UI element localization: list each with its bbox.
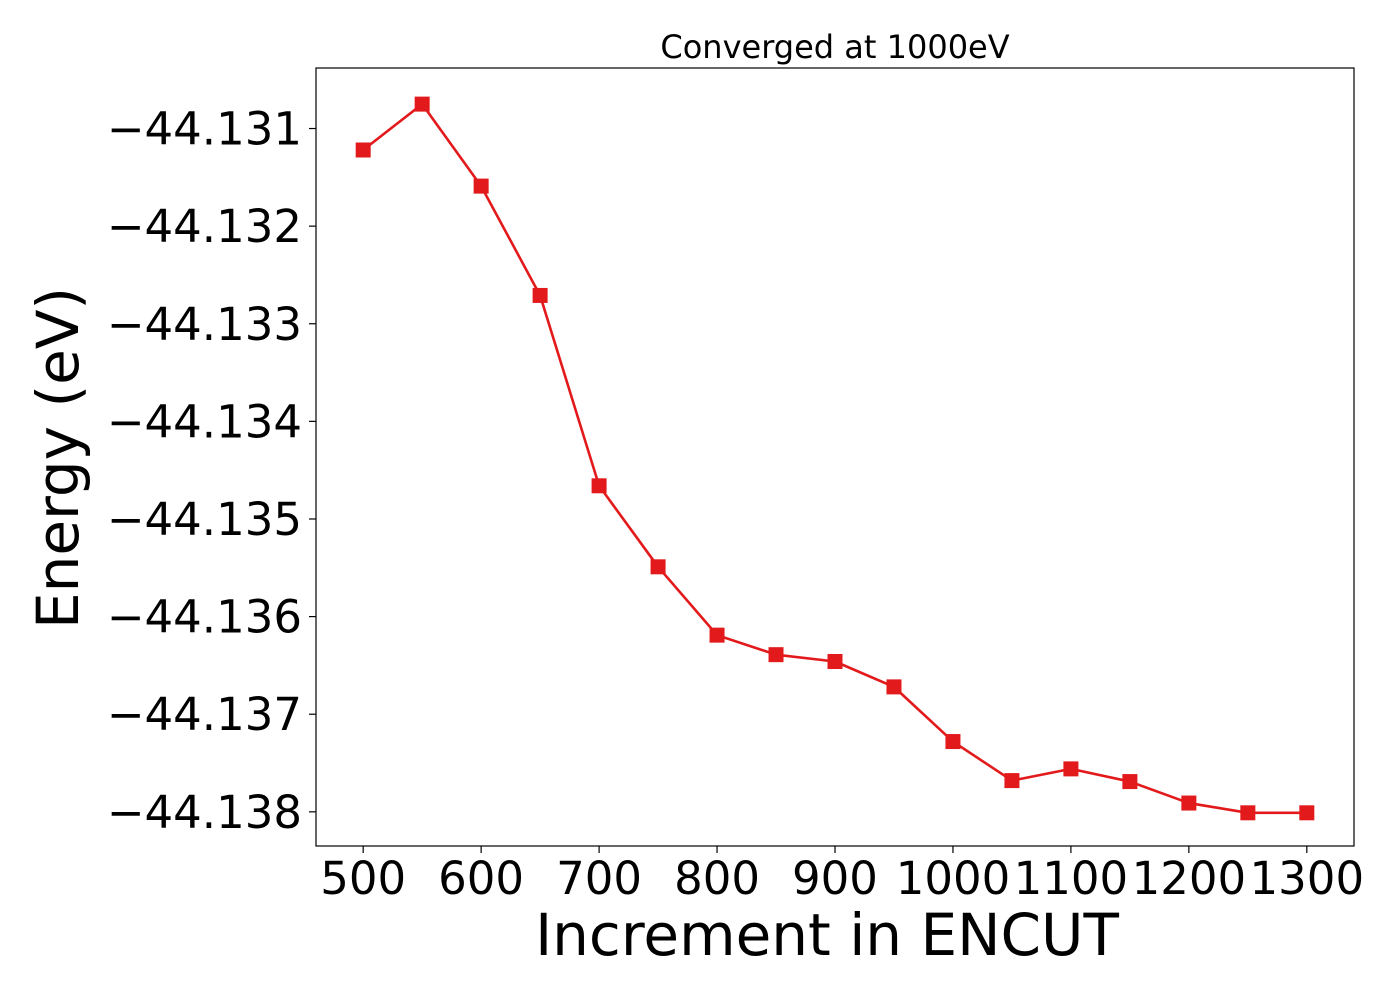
x-tick-label: 900 [792, 852, 878, 905]
y-tick-label: −44.131 [107, 103, 302, 156]
y-tick-label: −44.137 [107, 688, 302, 741]
data-point-marker [591, 478, 607, 494]
x-tick-label: 700 [556, 852, 642, 905]
y-tick-label: −44.132 [107, 200, 302, 253]
x-tick-label: 800 [674, 852, 760, 905]
data-point-marker [886, 679, 902, 695]
data-point-marker [1063, 761, 1079, 777]
y-tick-label: −44.133 [107, 298, 302, 351]
data-point-marker [945, 734, 961, 750]
data-point-marker [1122, 774, 1138, 790]
y-tick-label: −44.138 [107, 786, 302, 839]
plot-frame [315, 67, 1355, 847]
data-point-marker [768, 647, 784, 663]
y-tick-label: −44.134 [107, 395, 302, 448]
chart-title: Converged at 1000eV [660, 28, 1009, 66]
series-line [362, 102, 1307, 815]
data-point-marker [473, 178, 489, 194]
y-axis-title: Energy (eV) [24, 287, 92, 629]
x-axis-title: Increment in ENCUT [535, 901, 1119, 969]
x-tick-label: 500 [320, 852, 406, 905]
data-point-marker [1299, 805, 1315, 821]
x-tick-label: 1300 [1250, 852, 1365, 905]
x-tick-label: 600 [438, 852, 524, 905]
data-point-marker [1240, 805, 1256, 821]
data-point-marker [355, 142, 371, 158]
x-tick-label: 1000 [896, 852, 1011, 905]
data-point-marker [532, 287, 548, 303]
data-point-marker [827, 654, 843, 670]
y-tick-label: −44.136 [107, 591, 302, 644]
data-point-marker [650, 559, 666, 575]
plot-area: 500 600 700 800 900 1000 1100 1200 1300 −44.131 −4… [107, 67, 1365, 905]
y-tick-label: −44.135 [107, 493, 302, 546]
data-point-marker [414, 96, 430, 112]
data-point-marker [1004, 773, 1020, 789]
data-point-marker [1181, 795, 1197, 811]
data-point-marker [709, 627, 725, 643]
x-tick-label: 1100 [1014, 852, 1129, 905]
x-tick-label: 1200 [1132, 852, 1247, 905]
